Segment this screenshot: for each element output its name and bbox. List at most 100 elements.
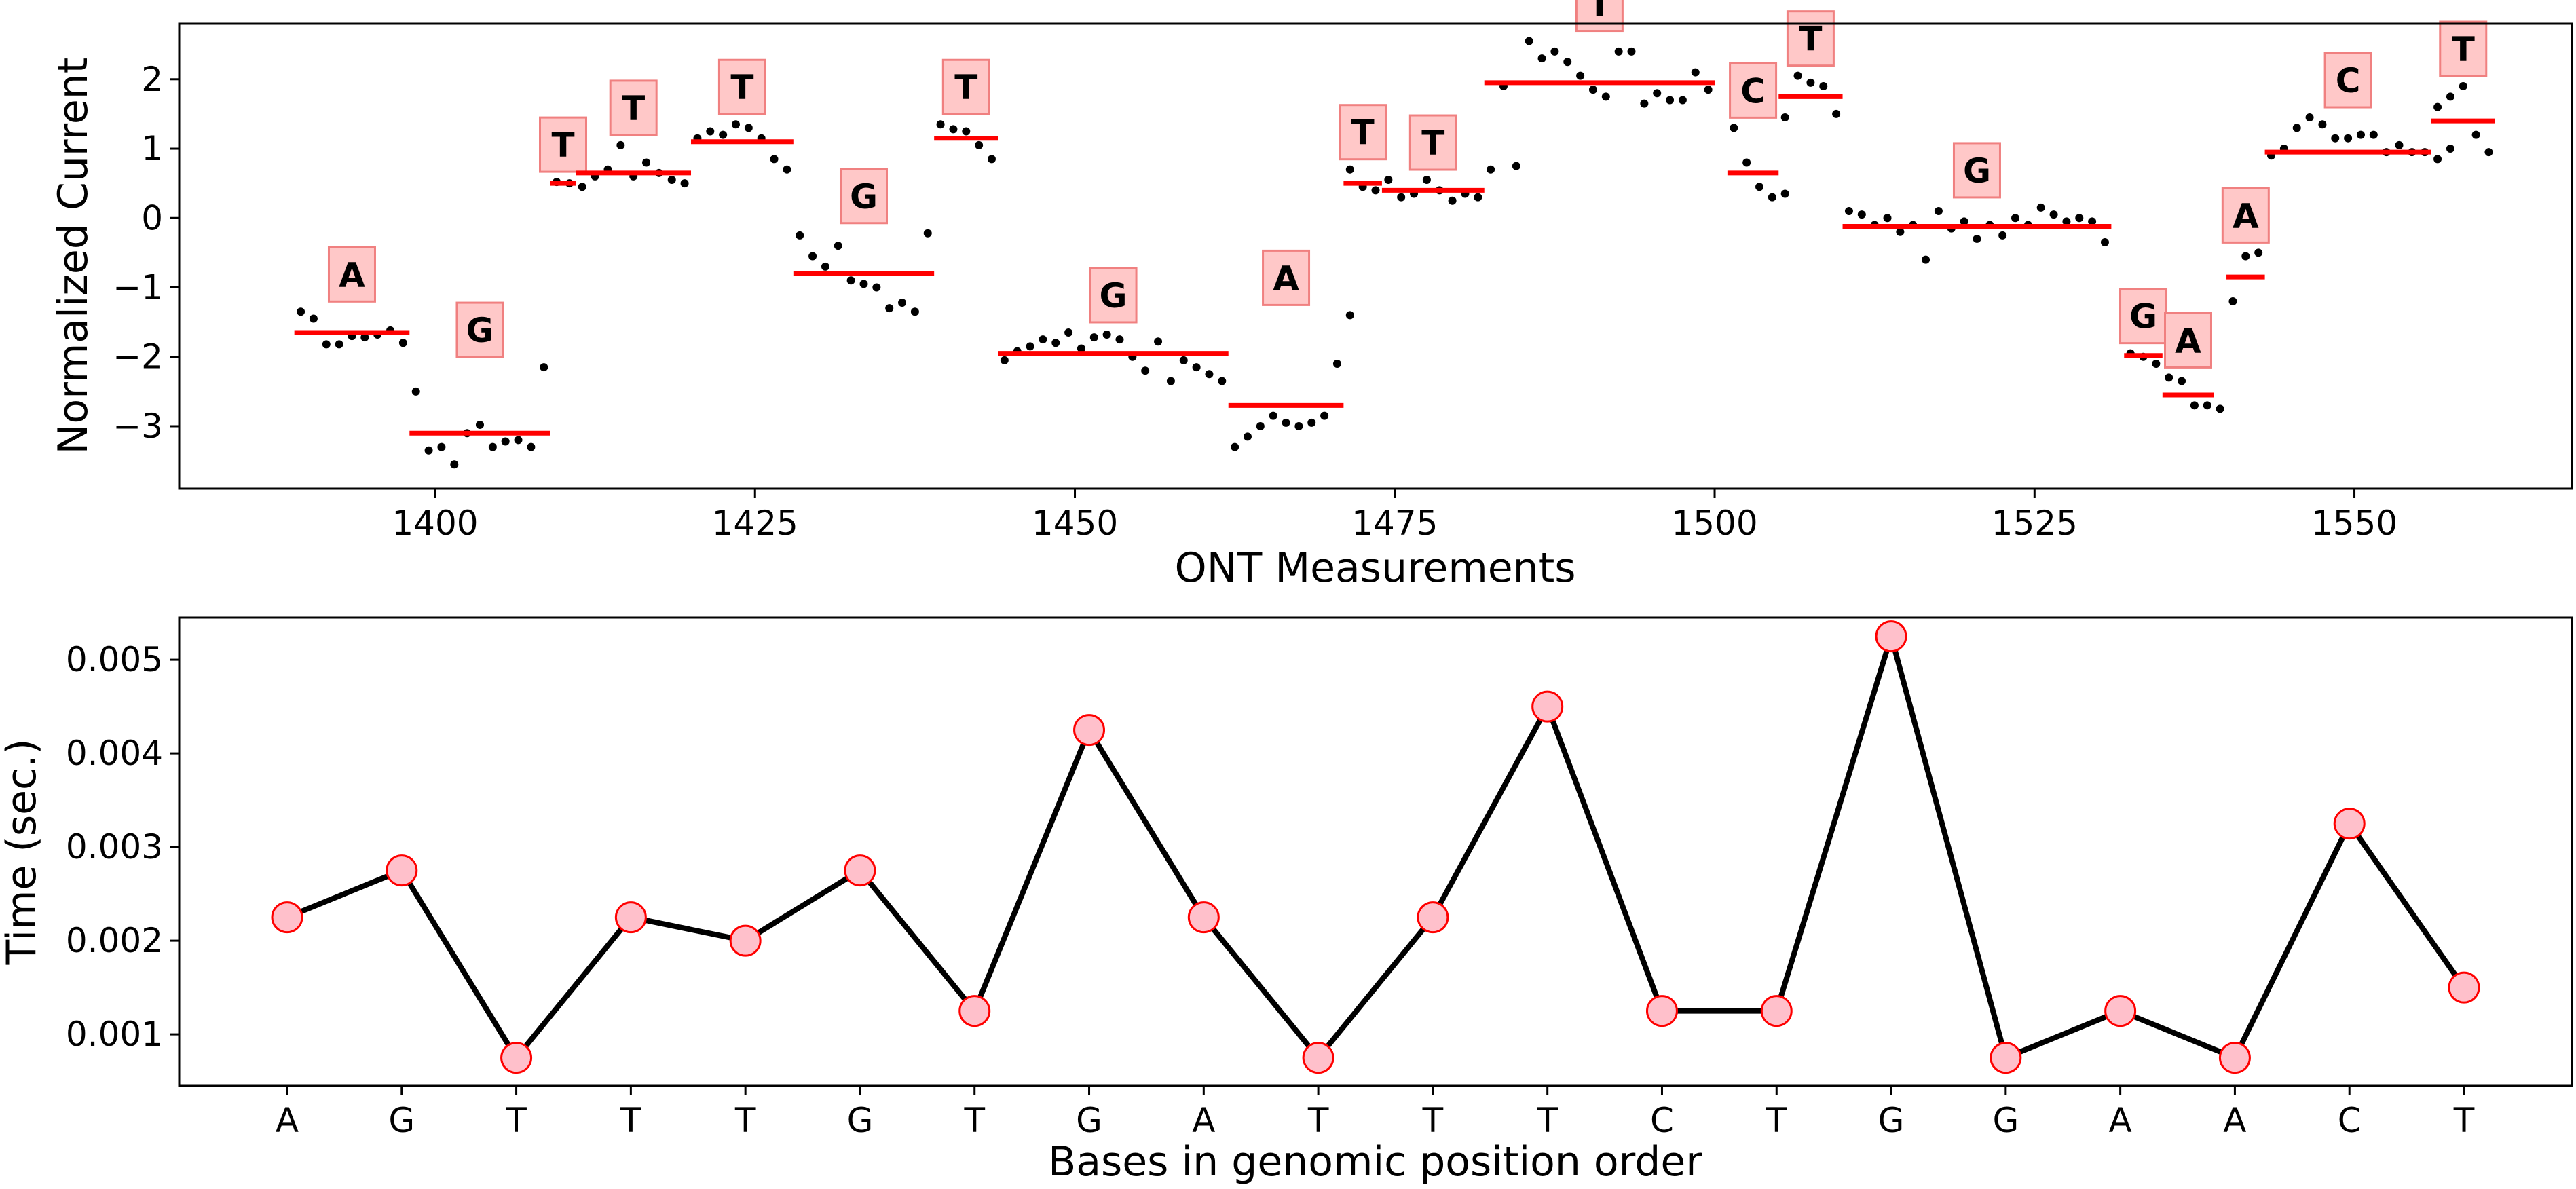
- current-point: [1883, 214, 1892, 223]
- current-point: [2036, 203, 2045, 212]
- segment-T: T: [1778, 10, 1843, 122]
- base-label-box: [1262, 249, 1311, 306]
- current-point: [297, 307, 305, 316]
- current-point: [1089, 333, 1098, 342]
- current-point: [1397, 193, 1406, 202]
- time-point: [1990, 1042, 2022, 1074]
- segment-T: T: [2431, 20, 2495, 157]
- base-label-box: [1575, 0, 1624, 33]
- base-label-box: [839, 168, 888, 225]
- current-point: [2254, 248, 2263, 257]
- current-point: [1371, 186, 1380, 195]
- time-point: [2218, 1042, 2251, 1074]
- current-point: [1844, 207, 1853, 216]
- base-label: T: [2452, 30, 2475, 69]
- base-label: T: [1351, 113, 1375, 153]
- segment-T: T: [1339, 104, 1387, 195]
- current-point: [1243, 432, 1252, 441]
- x-tick-label: A: [276, 1101, 299, 1140]
- current-point: [1550, 47, 1559, 56]
- y-tick-label: 0.001: [66, 1015, 163, 1054]
- time-point: [844, 854, 876, 887]
- base-label-box: [327, 246, 376, 303]
- current-point: [987, 155, 996, 164]
- base-label-box: [2323, 52, 2372, 109]
- time-point: [729, 924, 762, 957]
- x-tick-label: G: [388, 1101, 415, 1140]
- current-point: [2152, 359, 2161, 368]
- x-tick-label: A: [1192, 1101, 1215, 1140]
- current-point: [975, 140, 984, 149]
- base-label: A: [339, 255, 365, 295]
- current-point: [1269, 411, 1277, 420]
- current-point: [2088, 217, 2097, 226]
- y-tick-label: 2: [141, 60, 163, 99]
- current-point: [424, 446, 433, 455]
- segment-C: C: [2264, 52, 2454, 164]
- current-point: [1768, 193, 1776, 202]
- current-point: [1588, 86, 1597, 94]
- current-point: [2190, 401, 2199, 410]
- time-point: [1187, 901, 1220, 934]
- x-tick-label: 1500: [1671, 504, 1757, 543]
- current-point: [1780, 113, 1789, 122]
- current-point: [936, 120, 945, 129]
- segment-T: T: [1381, 114, 1485, 205]
- current-point: [2433, 102, 2442, 111]
- current-point: [731, 120, 740, 129]
- x-tick-label: G: [1076, 1101, 1102, 1140]
- base-label-box: [941, 58, 990, 115]
- current-point: [846, 276, 855, 285]
- current-point: [1512, 162, 1520, 170]
- time-point: [614, 901, 647, 934]
- time-chart-axes: A G T T T G T G A T T T C T G G A A C T 0.001 0.002 0.003 0.004…: [66, 640, 2475, 1140]
- segment-G: G: [409, 301, 550, 469]
- current-point: [527, 442, 536, 451]
- current-point: [2075, 214, 2084, 223]
- base-label: G: [466, 311, 493, 350]
- time-point: [2448, 971, 2480, 1004]
- current-point: [872, 283, 881, 292]
- time-point: [2333, 808, 2366, 840]
- x-tick-label: 1400: [392, 504, 478, 543]
- x-tick-label: T: [1307, 1101, 1329, 1140]
- current-point: [2446, 145, 2454, 153]
- current-point: [1307, 418, 1316, 427]
- current-point: [859, 280, 868, 288]
- current-point: [2216, 404, 2224, 413]
- current-point: [1922, 255, 1930, 264]
- current-point: [1000, 356, 1009, 364]
- base-label: A: [2233, 196, 2259, 235]
- current-point: [1154, 337, 1163, 346]
- current-chart-axes: 1400 1425 1450 1475 1500 1525 1550 −3 −2 −1 0 1 2: [113, 60, 2397, 543]
- current-point: [834, 242, 842, 250]
- current-point: [2011, 214, 2020, 223]
- current-point: [2100, 238, 2109, 247]
- current-point: [1563, 58, 1572, 67]
- base-label-box: [2221, 187, 2270, 244]
- current-point: [680, 179, 689, 188]
- base-label-box: [1952, 142, 2001, 199]
- current-point: [335, 340, 343, 349]
- current-point: [2292, 124, 2301, 132]
- current-point: [501, 437, 510, 446]
- current-point: [642, 158, 651, 167]
- current-point: [2446, 92, 2454, 101]
- current-point: [1179, 356, 1188, 364]
- base-label: T: [1588, 0, 1611, 24]
- x-tick-label: A: [2109, 1101, 2132, 1140]
- current-point: [411, 387, 420, 396]
- base-label-box: [1408, 114, 1457, 171]
- current-point: [450, 460, 459, 469]
- base-label-box: [539, 116, 588, 173]
- current-point: [1115, 335, 1124, 344]
- current-point: [1780, 189, 1789, 198]
- current-point: [1320, 411, 1329, 420]
- current-point: [1666, 96, 1675, 105]
- base-label-box: [455, 301, 504, 358]
- current-point: [885, 304, 894, 313]
- current-point: [1026, 342, 1034, 351]
- x-tick-label: 1525: [1992, 504, 2078, 543]
